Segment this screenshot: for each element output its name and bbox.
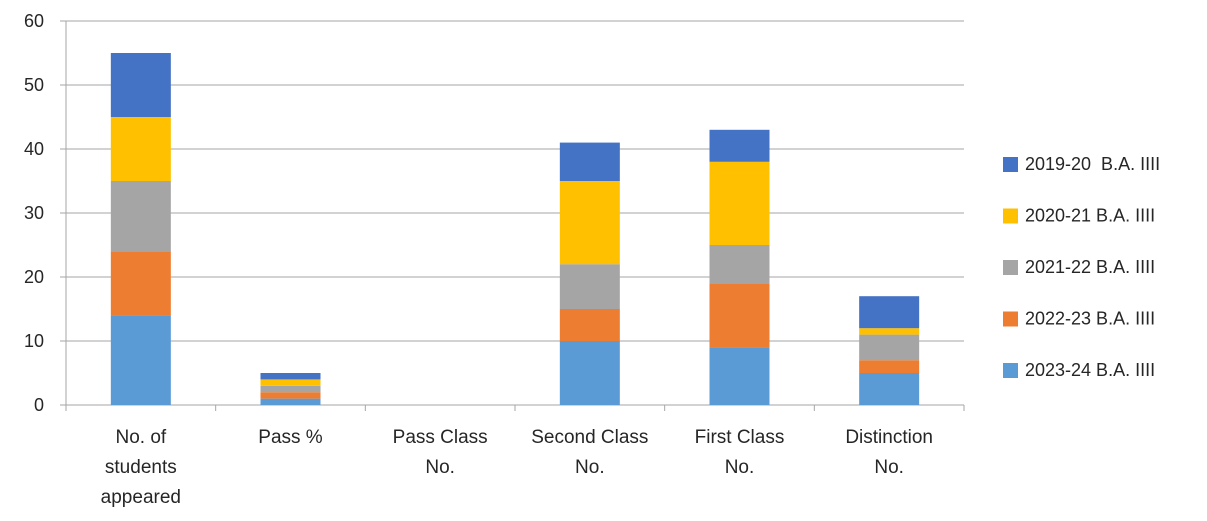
bar-segment-2-1 (260, 398, 321, 405)
y-tick-label: 40 (24, 139, 44, 159)
bars (110, 53, 920, 405)
x-category-label: First Class No. (695, 427, 785, 478)
bar-segment-4-2 (559, 309, 620, 341)
bar-segment-6-4 (859, 328, 920, 335)
x-category-label: Distinction No. (845, 427, 933, 478)
y-tick-label: 60 (24, 11, 44, 31)
bar-segment-4-1 (559, 341, 620, 405)
tick-labels: 0 10 20 30 40 50 60 (24, 11, 44, 415)
legend-swatch (1003, 311, 1018, 327)
bar-segment-1-5 (110, 53, 171, 117)
x-category-label: Pass % (258, 427, 323, 448)
bar-segment-2-4 (260, 379, 321, 386)
bar-segment-5-4 (709, 161, 770, 245)
bar-segment-2-2 (260, 392, 321, 399)
x-category-label: No. of students appeared (101, 427, 181, 508)
bar-segment-2-3 (260, 385, 321, 393)
gridlines (66, 20, 964, 342)
bar-segment-6-5 (859, 296, 920, 329)
bar-segment-5-3 (709, 245, 770, 284)
y-tick-label: 0 (34, 395, 44, 415)
bar-segment-5-1 (709, 347, 770, 405)
bar-segment-5-5 (709, 129, 770, 162)
y-tick-label: 30 (24, 203, 44, 223)
y-tick-label: 50 (24, 75, 44, 95)
bar-segment-6-1 (859, 373, 920, 405)
legend-label: 2023-24 B.A. IIII (1025, 360, 1155, 380)
legend-label: 2019-20 B.A. IIII (1025, 154, 1160, 174)
legend-label: 2021-22 B.A. IIII (1025, 257, 1155, 277)
legend-swatch (1003, 208, 1018, 224)
bar-segment-4-4 (559, 181, 620, 265)
y-tick-label: 10 (24, 331, 44, 351)
legend-swatch (1003, 260, 1018, 275)
bar-segment-1-3 (110, 181, 171, 252)
bar-segment-6-3 (859, 334, 920, 361)
y-tick-label: 20 (24, 267, 44, 287)
bar-segment-6-2 (859, 360, 920, 373)
x-category-label: Pass Class No. (393, 427, 488, 478)
legend-label: 2022-23 B.A. IIII (1025, 309, 1155, 329)
legend-swatch (1003, 157, 1018, 172)
category-labels: No. of students appeared Pass % Pass Class No… (101, 427, 933, 508)
legend-swatch (1003, 363, 1018, 378)
bar-segment-4-5 (559, 142, 620, 181)
legend: 2019-20 B.A. IIII 2020-21 B.A. IIII 2021-2… (1003, 154, 1160, 380)
bar-segment-2-5 (260, 373, 321, 380)
legend-label: 2020-21 B.A. IIII (1025, 206, 1155, 226)
bar-segment-1-2 (110, 251, 171, 316)
x-category-label: Second Class No. (531, 427, 648, 478)
bar-segment-4-3 (559, 264, 620, 309)
bar-segment-1-4 (110, 117, 171, 181)
bar-segment-1-1 (110, 315, 171, 405)
axes (60, 20, 965, 411)
bar-segment-5-2 (709, 283, 770, 348)
